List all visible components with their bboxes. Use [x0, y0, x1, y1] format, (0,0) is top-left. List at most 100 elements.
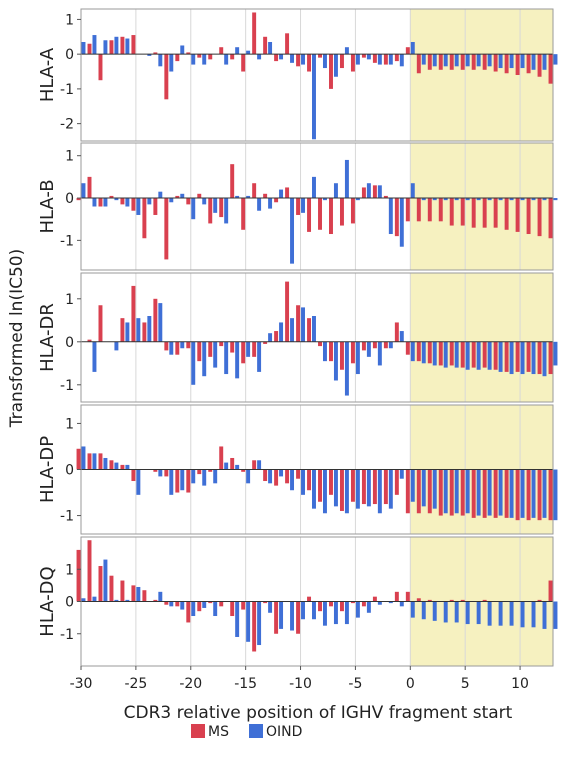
bar-oind: [268, 333, 273, 342]
bar-ms: [372, 469, 377, 505]
bar-oind: [92, 341, 97, 372]
bar-ms: [482, 469, 487, 518]
bar-oind: [542, 469, 547, 518]
chart-panels: 10-1-2HLA-A10-1HLA-B10-1HLA-DR10-1HLA-DP…: [37, 8, 558, 667]
bar-ms: [471, 341, 476, 368]
bar-oind: [476, 469, 481, 516]
bar-oind: [432, 601, 437, 621]
bar-ms: [493, 54, 498, 72]
bar-oind: [388, 198, 393, 235]
bar-oind: [301, 54, 305, 65]
bar-oind: [454, 54, 459, 67]
bar-ms: [394, 322, 399, 342]
bar-oind: [92, 35, 97, 55]
y-tick-label: -1: [60, 378, 74, 394]
bar-oind: [421, 601, 426, 620]
bar-oind: [114, 462, 119, 470]
bar-ms: [471, 469, 476, 518]
bar-ms: [307, 54, 312, 72]
bar-ms: [274, 331, 279, 342]
bar-oind: [301, 469, 305, 495]
bar-oind: [454, 341, 459, 368]
bar-oind: [147, 316, 152, 342]
bar-oind: [202, 54, 207, 65]
bar-oind: [322, 54, 327, 69]
bar-ms: [131, 198, 136, 211]
bar-ms: [263, 341, 268, 344]
bar-ms: [548, 198, 553, 239]
bar-oind: [333, 601, 338, 625]
bar-oind: [235, 341, 240, 379]
bar-ms: [318, 54, 322, 58]
bar-ms: [537, 54, 542, 77]
bar-oind: [290, 318, 295, 342]
bar-ms: [383, 195, 388, 199]
bar-oind: [268, 601, 273, 613]
bar-oind: [487, 54, 492, 67]
bar-ms: [131, 585, 136, 602]
bar-oind: [213, 198, 218, 213]
bar-ms: [372, 54, 377, 63]
bar-ms: [438, 469, 443, 516]
bar-oind: [388, 601, 393, 604]
y-tick-label: 0: [65, 463, 74, 479]
bar-oind: [443, 198, 448, 201]
bar-oind: [366, 54, 371, 60]
highlight-region: [410, 273, 553, 402]
bar-oind: [290, 198, 295, 264]
bar-ms: [383, 469, 388, 505]
bar-oind: [344, 341, 349, 396]
bar-ms: [548, 469, 553, 521]
bar-ms: [515, 198, 520, 232]
bar-oind: [191, 198, 196, 220]
y-axis-title: Transformed ln(IC50): [7, 249, 27, 429]
bar-ms: [98, 566, 103, 602]
bar-ms: [164, 469, 169, 477]
bar-oind: [202, 601, 207, 608]
bar-oind: [498, 469, 503, 516]
y-tick-label: 1: [65, 292, 74, 308]
bar-ms: [307, 198, 312, 232]
bar-ms: [186, 601, 191, 623]
bar-oind: [147, 54, 152, 56]
y-tick-label: -1: [60, 627, 74, 643]
bar-oind: [268, 198, 273, 209]
legend-label-oind: OIND: [266, 724, 302, 740]
bar-oind: [421, 198, 426, 201]
bar-ms: [515, 341, 520, 372]
x-tick-label: -25: [124, 676, 147, 692]
bar-ms: [208, 601, 213, 604]
panel-frame: [80, 8, 554, 142]
bar-oind: [136, 198, 141, 215]
bar-oind: [388, 469, 393, 509]
bar-oind: [312, 601, 316, 620]
bar-ms: [482, 198, 487, 228]
bar-oind: [410, 341, 415, 362]
bar-ms: [394, 591, 399, 602]
bar-ms: [296, 198, 301, 215]
bar-ms: [482, 54, 487, 70]
legend-swatch-oind: [249, 724, 263, 738]
bar-oind: [290, 54, 295, 63]
legend-swatch-ms: [191, 724, 205, 738]
bar-oind: [476, 198, 481, 201]
bar-ms: [263, 193, 268, 199]
bar-oind: [487, 341, 492, 370]
bar-ms: [405, 591, 410, 602]
bar-ms: [515, 469, 520, 521]
bar-ms: [383, 54, 388, 65]
bar-ms: [164, 601, 169, 605]
bar-oind: [224, 462, 229, 470]
bar-ms: [153, 298, 158, 342]
bar-ms: [548, 341, 553, 375]
bar-oind: [542, 341, 547, 377]
bar-oind: [377, 185, 382, 199]
bar-oind: [103, 457, 108, 470]
bar-oind: [553, 469, 558, 521]
x-axis-title: CDR3 relative position of IGHV fragment …: [124, 703, 513, 723]
bar-oind: [443, 341, 448, 368]
bar-ms: [438, 198, 443, 222]
bar-oind: [476, 54, 481, 67]
bar-oind: [421, 341, 426, 364]
